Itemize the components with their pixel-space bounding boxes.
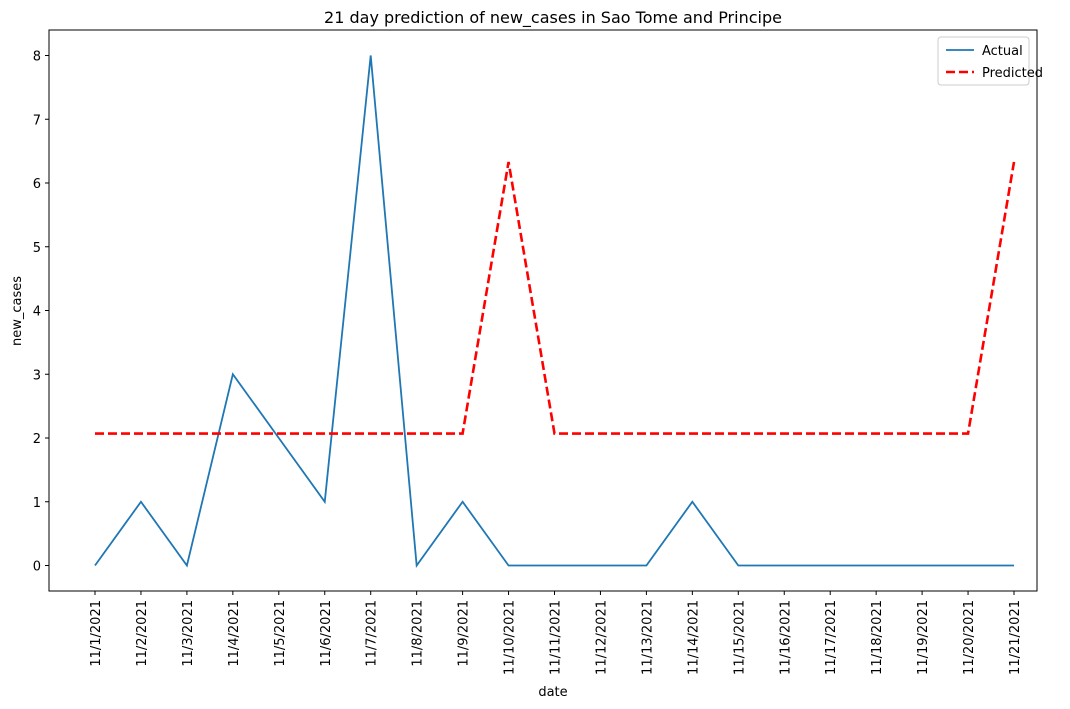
x-tick-label: 11/9/2021 xyxy=(457,600,472,667)
y-tick-label: 2 xyxy=(33,432,41,447)
x-tick-label: 11/6/2021 xyxy=(319,600,334,667)
legend: Actual Predicted xyxy=(937,36,1043,86)
x-tick-label: 11/1/2021 xyxy=(89,600,104,667)
x-tick-label: 11/3/2021 xyxy=(181,600,196,667)
x-tick-label: 11/8/2021 xyxy=(411,600,426,667)
x-tick-label: 11/5/2021 xyxy=(273,600,288,667)
x-tick-label: 11/7/2021 xyxy=(365,600,380,667)
y-axis-label: new_cases xyxy=(10,276,25,346)
y-tick-label: 4 xyxy=(33,305,41,320)
y-tick-label: 6 xyxy=(33,177,41,192)
x-tick-label: 11/11/2021 xyxy=(549,600,564,675)
y-tick-label: 7 xyxy=(33,113,41,128)
y-tick-label: 3 xyxy=(33,368,41,383)
x-axis: 11/1/2021 11/2/2021 11/3/2021 11/4/2021 11/5… xyxy=(89,591,1023,675)
x-tick-label: 11/19/2021 xyxy=(916,600,931,675)
x-tick-label: 11/21/2021 xyxy=(1008,600,1023,675)
x-tick-label: 11/15/2021 xyxy=(732,600,747,675)
x-axis-label: date xyxy=(538,685,567,700)
series-layer xyxy=(94,55,1016,568)
series-line-predicted xyxy=(95,161,1016,435)
x-tick-label: 11/14/2021 xyxy=(686,600,701,675)
plot-area xyxy=(49,30,1037,591)
y-tick-label: 0 xyxy=(33,560,41,575)
x-tick-label: 11/12/2021 xyxy=(594,600,609,675)
legend-label-actual: Actual xyxy=(982,44,1023,59)
x-tick-label: 11/17/2021 xyxy=(824,600,839,675)
x-tick-label: 11/2/2021 xyxy=(135,600,150,667)
y-tick-label: 1 xyxy=(33,496,41,511)
x-tick-label: 11/10/2021 xyxy=(503,600,518,675)
series-line-actual xyxy=(94,55,1014,568)
y-tick-label: 5 xyxy=(33,241,41,256)
legend-label-predicted: Predicted xyxy=(982,66,1043,81)
y-axis: 0 1 2 3 4 5 6 7 8 xyxy=(33,50,49,575)
x-tick-label: 11/13/2021 xyxy=(640,600,655,675)
y-tick-label: 8 xyxy=(33,50,41,65)
x-tick-label: 11/16/2021 xyxy=(778,600,793,675)
x-tick-label: 11/4/2021 xyxy=(227,600,242,667)
x-tick-label: 11/20/2021 xyxy=(962,600,977,675)
chart-title: 21 day prediction of new_cases in Sao To… xyxy=(324,8,782,28)
x-tick-label: 11/18/2021 xyxy=(870,600,885,675)
